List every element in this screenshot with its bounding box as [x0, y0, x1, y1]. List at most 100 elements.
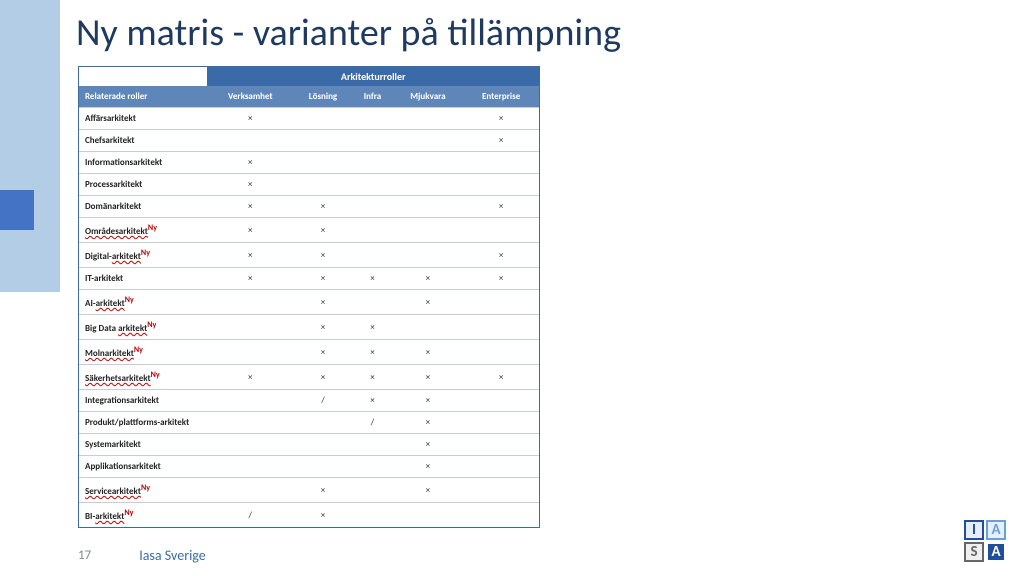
cell-mark: ×: [294, 340, 353, 365]
cell-mark: ×: [393, 365, 464, 390]
logo-letter-a1: A: [986, 520, 1006, 540]
cell-mark: [207, 434, 294, 456]
cell-mark: [352, 108, 392, 130]
cell-mark: ×: [207, 108, 294, 130]
cell-mark: ×: [393, 412, 464, 434]
cell-mark: [294, 434, 353, 456]
row-label: Chefsarkitekt: [79, 130, 207, 152]
table-row: Integrationsarkitekt/××: [79, 390, 539, 412]
cell-mark: ×: [352, 390, 392, 412]
slide: Ny matris - varianter på tillämpning Ark…: [0, 0, 1024, 576]
cell-mark: ×: [352, 340, 392, 365]
table-row: AI-arkitektNy × ×: [79, 290, 539, 315]
cell-mark: [463, 290, 539, 315]
table-row: Big Data arkitektNy××: [79, 315, 539, 340]
cell-mark: [393, 174, 464, 196]
cell-mark: [352, 196, 392, 218]
row-label: Big Data arkitektNy: [79, 315, 207, 340]
cell-mark: ×: [463, 243, 539, 268]
table-row: Produkt/plattforms-arkitekt /×: [79, 412, 539, 434]
table-row: Digital-arkitektNy×××: [79, 243, 539, 268]
cell-mark: [393, 196, 464, 218]
cell-mark: ×: [463, 196, 539, 218]
cell-mark: ×: [294, 268, 353, 290]
cell-mark: [463, 503, 539, 528]
row-header: Relaterade roller: [79, 86, 207, 108]
cell-mark: [352, 130, 392, 152]
table-row: Applikationsarkitekt×: [79, 456, 539, 478]
footer: 17 Iasa Sverige: [78, 547, 206, 564]
table-row: SäkerhetsarkitektNy×××××: [79, 365, 539, 390]
cell-mark: [352, 456, 392, 478]
cell-mark: ×: [294, 365, 353, 390]
column-header: Verksamhet: [207, 86, 294, 108]
row-label: ServicearkitektNy: [79, 478, 207, 503]
row-label: SäkerhetsarkitektNy: [79, 365, 207, 390]
table-row: Chefsarkitekt×: [79, 130, 539, 152]
row-label: Produkt/plattforms-arkitekt: [79, 412, 207, 434]
table-row: OmrådesarkitektNy××: [79, 218, 539, 243]
cell-mark: ×: [207, 365, 294, 390]
row-label: Processarkitekt: [79, 174, 207, 196]
cell-mark: ×: [294, 503, 353, 528]
cell-mark: ×: [294, 478, 353, 503]
cell-mark: [207, 390, 294, 412]
row-label: Systemarkitekt: [79, 434, 207, 456]
cell-mark: ×: [393, 268, 464, 290]
cell-mark: [294, 152, 353, 174]
header-blank: [79, 67, 207, 86]
cell-mark: [463, 456, 539, 478]
table-row: Processarkitekt×: [79, 174, 539, 196]
logo-letter-s: S: [964, 542, 984, 562]
cell-mark: [393, 315, 464, 340]
row-label: MolnarkitektNy: [79, 340, 207, 365]
page-number: 17: [78, 548, 91, 563]
table-row: Informationsarkitekt×: [79, 152, 539, 174]
cell-mark: ×: [463, 268, 539, 290]
row-label: AI-arkitektNy: [79, 290, 207, 315]
logo-letter-i: I: [964, 520, 984, 540]
org-name: Iasa Sverige: [139, 547, 206, 564]
cell-mark: ×: [294, 243, 353, 268]
cell-mark: /: [294, 390, 353, 412]
cell-mark: [393, 243, 464, 268]
cell-mark: ×: [393, 340, 464, 365]
cell-mark: ×: [294, 218, 353, 243]
cell-mark: [294, 108, 353, 130]
matrix-table: Arkitekturroller Relaterade roller Verks…: [78, 66, 540, 528]
cell-mark: [463, 412, 539, 434]
cell-mark: [463, 434, 539, 456]
cell-mark: [352, 174, 392, 196]
cell-mark: [352, 218, 392, 243]
cell-mark: [294, 130, 353, 152]
table-row: Affärsarkitekt××: [79, 108, 539, 130]
cell-mark: ×: [294, 196, 353, 218]
cell-mark: [294, 412, 353, 434]
cell-mark: [393, 130, 464, 152]
row-label: Integrationsarkitekt: [79, 390, 207, 412]
table-row: Domänarkitekt×××: [79, 196, 539, 218]
group-header: Arkitekturroller: [207, 67, 539, 86]
cell-mark: [463, 340, 539, 365]
cell-mark: [463, 218, 539, 243]
table-row: Systemarkitekt×: [79, 434, 539, 456]
cell-mark: [393, 218, 464, 243]
sidebar-decoration: [0, 0, 60, 292]
row-label: Applikationsarkitekt: [79, 456, 207, 478]
cell-mark: ×: [207, 174, 294, 196]
cell-mark: ×: [352, 315, 392, 340]
cell-mark: ×: [393, 478, 464, 503]
column-header: Mjukvara: [393, 86, 464, 108]
cell-mark: ×: [207, 152, 294, 174]
cell-mark: [463, 174, 539, 196]
cell-mark: ×: [393, 290, 464, 315]
row-label: Domänarkitekt: [79, 196, 207, 218]
cell-mark: ×: [294, 290, 353, 315]
cell-mark: /: [207, 503, 294, 528]
cell-mark: [393, 503, 464, 528]
cell-mark: [352, 503, 392, 528]
cell-mark: ×: [463, 108, 539, 130]
row-label: BI-arkitektNy: [79, 503, 207, 528]
table-row: IT-arkitekt×××××: [79, 268, 539, 290]
cell-mark: /: [352, 412, 392, 434]
